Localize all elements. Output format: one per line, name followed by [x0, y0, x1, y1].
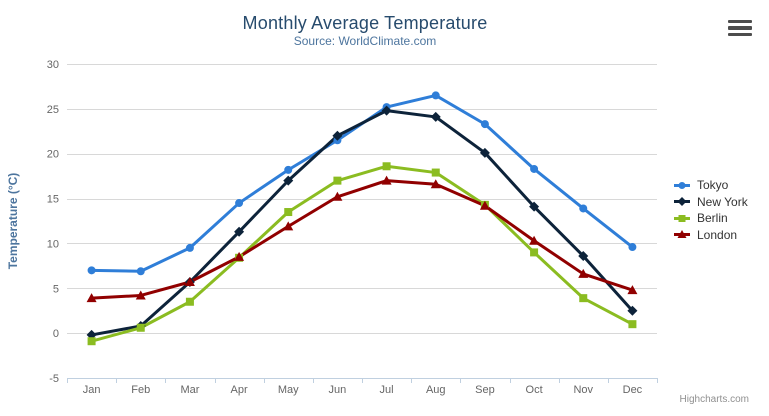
- data-point-marker[interactable]: [185, 297, 194, 306]
- series-line-london[interactable]: [90, 179, 634, 300]
- data-point-marker[interactable]: [430, 111, 441, 122]
- data-point-marker[interactable]: [480, 120, 489, 129]
- data-point-marker[interactable]: [136, 267, 145, 276]
- legend-label: Tokyo: [697, 178, 729, 193]
- data-point-marker[interactable]: [87, 337, 96, 346]
- x-tick-label: Oct: [526, 384, 543, 396]
- y-tick-label: -5: [49, 373, 59, 385]
- x-tick-label: May: [278, 384, 299, 396]
- data-point-marker[interactable]: [627, 305, 638, 316]
- y-tick-label: 20: [47, 149, 59, 161]
- legend-item-london[interactable]: London: [674, 227, 748, 244]
- data-point-marker[interactable]: [87, 266, 96, 275]
- data-point-marker[interactable]: [579, 204, 588, 213]
- data-point-marker[interactable]: [332, 130, 343, 141]
- x-tick-label: Sep: [475, 384, 495, 396]
- legend-label: New York: [697, 194, 748, 209]
- x-tick-label: Mar: [180, 384, 199, 396]
- x-tick-label: Apr: [231, 384, 248, 396]
- data-point-marker[interactable]: [479, 147, 490, 158]
- data-point-marker[interactable]: [185, 243, 194, 252]
- y-tick-label: 5: [53, 283, 59, 295]
- data-point-marker[interactable]: [381, 105, 392, 116]
- data-point-marker[interactable]: [234, 226, 245, 237]
- data-point-marker[interactable]: [283, 175, 294, 186]
- data-point-marker[interactable]: [628, 243, 637, 252]
- data-point-marker[interactable]: [529, 201, 540, 212]
- data-point-marker[interactable]: [136, 323, 145, 332]
- legend-item-berlin[interactable]: Berlin: [674, 210, 748, 227]
- hamburger-icon: [728, 26, 752, 30]
- series-line-new-york[interactable]: [90, 109, 634, 337]
- y-axis-title: Temperature (°C): [6, 172, 20, 270]
- legend-label: Berlin: [697, 211, 728, 226]
- data-point-marker[interactable]: [530, 248, 539, 257]
- data-point-marker[interactable]: [431, 168, 440, 177]
- data-point-marker[interactable]: [628, 320, 637, 329]
- y-tick-label: 0: [53, 328, 59, 340]
- data-point-marker[interactable]: [135, 290, 146, 300]
- x-tick-label: Nov: [573, 384, 593, 396]
- x-tick-label: Jan: [83, 384, 101, 396]
- legend-label: London: [697, 227, 738, 242]
- x-tick-label: Jul: [380, 384, 394, 396]
- data-point-marker[interactable]: [234, 251, 245, 261]
- y-tick-label: 30: [47, 59, 59, 71]
- chart-title: Monthly Average Temperature: [242, 13, 488, 33]
- hamburger-icon: [728, 32, 752, 36]
- data-point-marker[interactable]: [184, 277, 195, 287]
- legend-item-new-york[interactable]: New York: [674, 194, 748, 211]
- data-point-marker[interactable]: [284, 208, 293, 217]
- legend: Tokyo New York Berlin London: [674, 177, 748, 243]
- x-tick-label: Jun: [329, 384, 347, 396]
- series-line-berlin[interactable]: [90, 164, 634, 343]
- legend-item-tokyo[interactable]: Tokyo: [674, 177, 748, 194]
- square-marker-icon: [674, 214, 690, 222]
- data-point-marker: [678, 181, 686, 189]
- export-menu-button[interactable]: [728, 20, 752, 36]
- data-point-marker[interactable]: [578, 250, 589, 261]
- circle-marker-icon: [674, 181, 690, 189]
- data-point-marker[interactable]: [381, 175, 392, 185]
- credits-link[interactable]: Highcharts.com: [679, 394, 749, 405]
- data-point-marker[interactable]: [579, 294, 588, 303]
- data-point-marker[interactable]: [431, 91, 440, 100]
- y-tick-label: 25: [47, 104, 59, 116]
- data-point-marker[interactable]: [283, 221, 294, 231]
- diamond-marker-icon: [674, 197, 690, 207]
- data-point-marker[interactable]: [333, 176, 342, 185]
- data-point-marker[interactable]: [529, 235, 540, 245]
- x-tick-label: Feb: [131, 384, 150, 396]
- data-point-marker[interactable]: [578, 268, 589, 278]
- data-point-marker: [678, 214, 686, 222]
- x-tick-label: Dec: [623, 384, 643, 396]
- data-point-marker[interactable]: [430, 179, 441, 189]
- data-point-marker[interactable]: [332, 191, 343, 201]
- data-point-marker[interactable]: [479, 200, 490, 210]
- y-tick-label: 10: [47, 238, 59, 250]
- data-point-marker[interactable]: [235, 199, 244, 208]
- data-point-marker[interactable]: [530, 164, 539, 173]
- y-tick-label: 15: [47, 194, 59, 206]
- hamburger-icon: [728, 20, 752, 24]
- data-point-marker[interactable]: [627, 285, 638, 295]
- triangle-marker-icon: [674, 230, 690, 239]
- data-point-marker[interactable]: [382, 162, 391, 171]
- data-point-marker: [677, 197, 687, 207]
- data-point-marker[interactable]: [284, 165, 293, 174]
- x-tick-label: Aug: [426, 384, 446, 396]
- data-point-marker: [677, 230, 687, 239]
- chart-subtitle: Source: WorldClimate.com: [293, 34, 437, 48]
- data-point-marker[interactable]: [86, 293, 97, 303]
